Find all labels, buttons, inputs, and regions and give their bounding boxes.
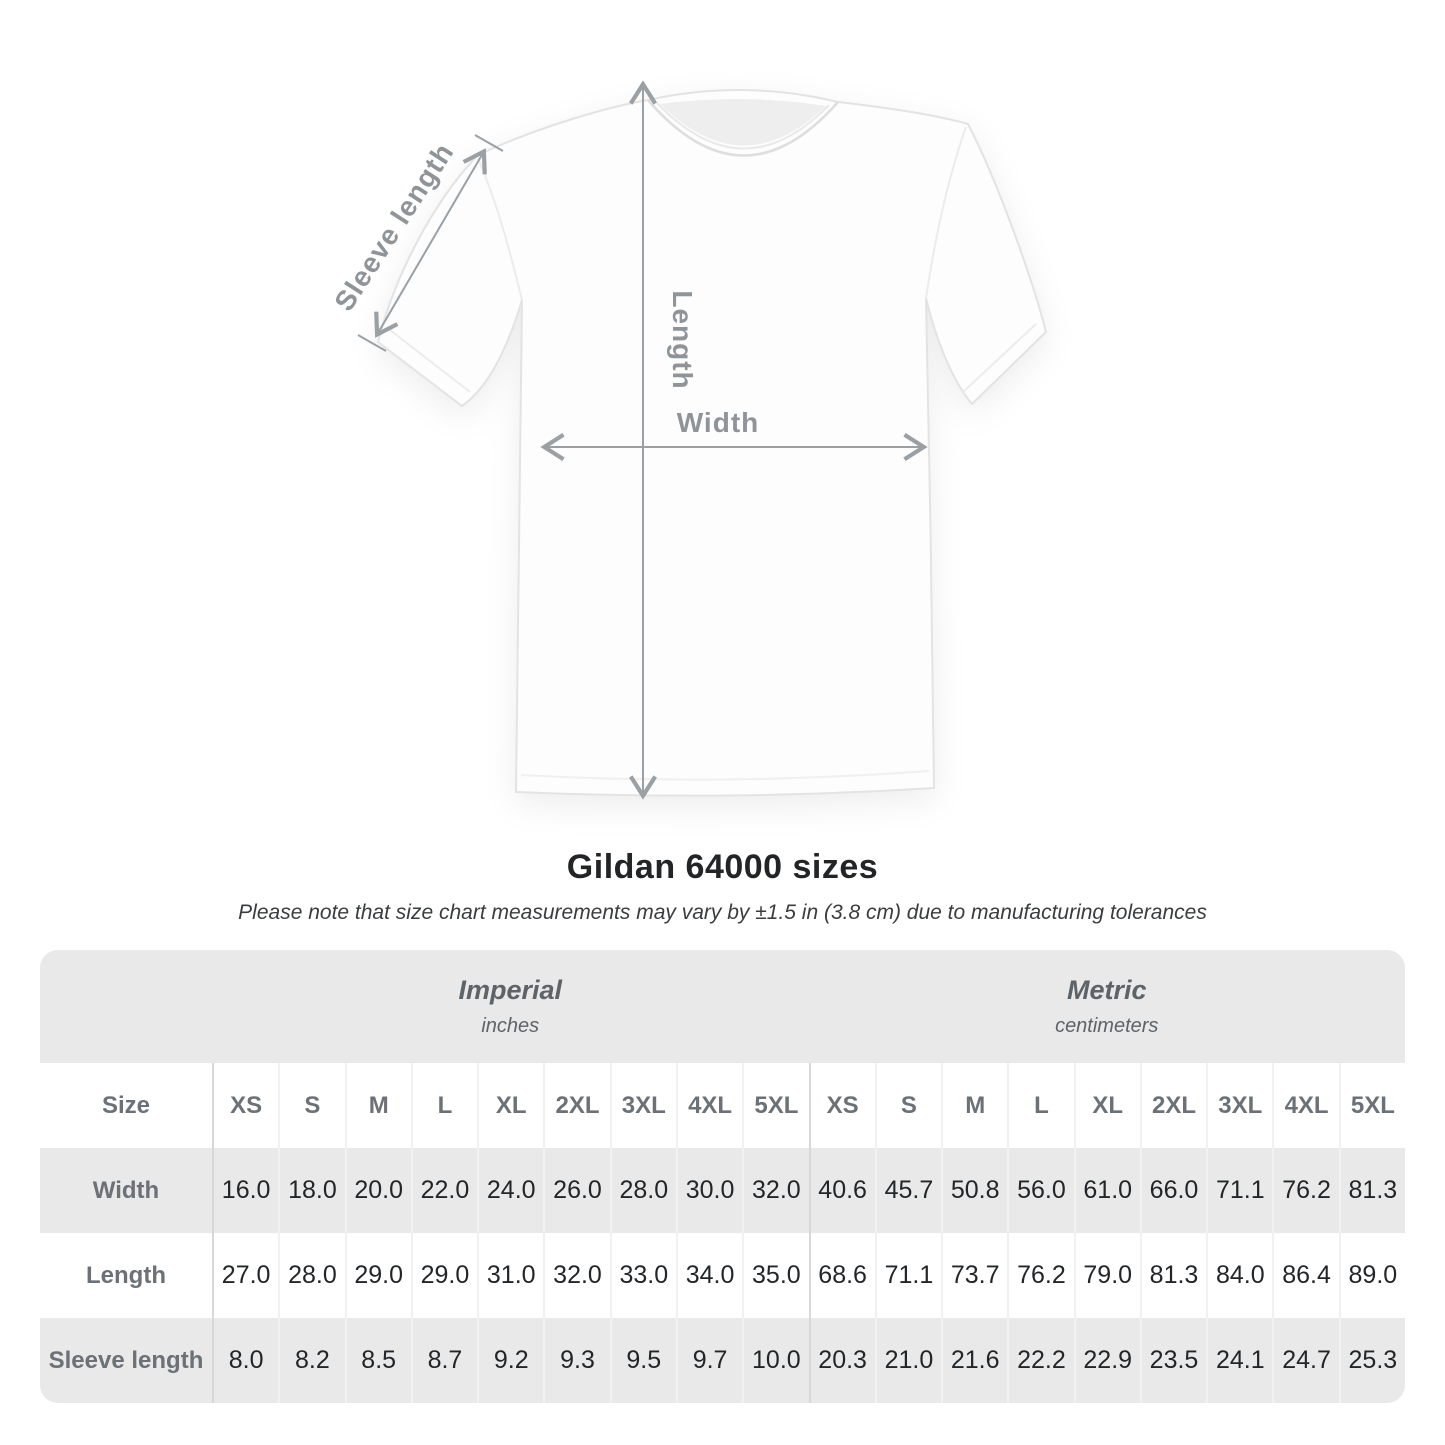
size-header-cell: L — [410, 1063, 477, 1148]
data-cell: 16.0 — [212, 1148, 278, 1233]
data-cell: 22.9 — [1073, 1318, 1140, 1403]
size-header-cell: S — [278, 1063, 344, 1148]
data-cell: 24.0 — [477, 1148, 543, 1233]
data-cell: 30.0 — [675, 1148, 742, 1233]
data-cell: 26.0 — [543, 1148, 609, 1233]
data-cell: 8.2 — [278, 1318, 344, 1403]
data-cell: 21.6 — [941, 1318, 1007, 1403]
data-cell: 40.6 — [808, 1148, 875, 1233]
data-cell: 9.7 — [675, 1318, 742, 1403]
size-header-cell: 4XL — [675, 1063, 742, 1148]
data-cell: 22.0 — [410, 1148, 477, 1233]
imperial-group-header: Imperial inches — [212, 950, 809, 1063]
data-cell: 73.7 — [941, 1233, 1007, 1318]
data-cell: 45.7 — [874, 1148, 941, 1233]
data-cell: 71.1 — [1206, 1148, 1272, 1233]
data-cell: 22.2 — [1007, 1318, 1073, 1403]
size-header-cell: XS — [808, 1063, 875, 1148]
size-table: Imperial inches Metric centimeters Size … — [40, 950, 1405, 1403]
size-header-cell: XS — [212, 1063, 278, 1148]
size-header-cell: 3XL — [1206, 1063, 1272, 1148]
table-row-sleeve-length: Sleeve length 8.0 8.2 8.5 8.7 9.2 9.3 9.… — [40, 1318, 1405, 1403]
sleeve-length-arrow — [357, 134, 504, 352]
table-row-length: Length 27.0 28.0 29.0 29.0 31.0 32.0 33.… — [40, 1233, 1405, 1318]
metric-name: Metric — [1066, 975, 1147, 1005]
data-cell: 29.0 — [410, 1233, 477, 1318]
data-cell: 24.7 — [1272, 1318, 1338, 1403]
metric-group-header: Metric centimeters — [809, 950, 1406, 1063]
data-cell: 28.0 — [609, 1148, 676, 1233]
tshirt-image — [376, 89, 1048, 797]
size-header-cell: 5XL — [742, 1063, 808, 1148]
data-cell: 24.1 — [1206, 1318, 1272, 1403]
data-cell: 27.0 — [212, 1233, 278, 1318]
data-cell: 23.5 — [1139, 1318, 1206, 1403]
tolerance-note: Please note that size chart measurements… — [238, 901, 1207, 924]
data-cell: 84.0 — [1206, 1233, 1272, 1318]
data-cell: 81.3 — [1338, 1148, 1405, 1233]
data-cell: 32.0 — [543, 1233, 609, 1318]
data-cell: 21.0 — [874, 1318, 941, 1403]
data-cell: 71.1 — [874, 1233, 941, 1318]
data-cell: 66.0 — [1139, 1148, 1206, 1233]
data-cell: 29.0 — [344, 1233, 411, 1318]
data-cell: 8.5 — [344, 1318, 411, 1403]
data-cell: 18.0 — [278, 1148, 344, 1233]
width-label: Width — [677, 407, 760, 438]
data-cell: 35.0 — [742, 1233, 808, 1318]
data-cell: 76.2 — [1272, 1148, 1338, 1233]
length-label: Length — [667, 290, 698, 389]
data-cell: 28.0 — [278, 1233, 344, 1318]
size-header-cell: L — [1007, 1063, 1073, 1148]
data-cell: 10.0 — [742, 1318, 808, 1403]
metric-unit: centimeters — [1055, 1015, 1159, 1037]
data-cell: 8.7 — [410, 1318, 477, 1403]
data-cell: 32.0 — [742, 1148, 808, 1233]
data-cell: 20.0 — [344, 1148, 411, 1233]
size-header-cell: 4XL — [1272, 1063, 1338, 1148]
data-cell: 25.3 — [1338, 1318, 1405, 1403]
data-cell: 76.2 — [1007, 1233, 1073, 1318]
table-row-width: Width 16.0 18.0 20.0 22.0 24.0 26.0 28.0… — [40, 1148, 1405, 1233]
row-label: Length — [86, 1261, 166, 1289]
data-cell: 34.0 — [675, 1233, 742, 1318]
size-header-cell: XL — [477, 1063, 543, 1148]
row-label: Width — [92, 1176, 160, 1204]
size-header-cell: 3XL — [609, 1063, 676, 1148]
size-header-row: Size XS S M L XL 2XL 3XL 4XL 5XL XS S M … — [40, 1063, 1405, 1148]
data-cell: 9.3 — [543, 1318, 609, 1403]
data-cell: 89.0 — [1338, 1233, 1405, 1318]
data-cell: 81.3 — [1139, 1233, 1206, 1318]
imperial-name: Imperial — [458, 975, 563, 1005]
data-cell: 9.2 — [477, 1318, 543, 1403]
data-cell: 9.5 — [609, 1318, 676, 1403]
data-cell: 20.3 — [808, 1318, 875, 1403]
page-title: Gildan 64000 sizes — [566, 848, 879, 886]
tshirt-diagram: Length Width Sleeve length — [328, 0, 1048, 845]
data-cell: 31.0 — [477, 1233, 543, 1318]
data-cell: 50.8 — [941, 1148, 1007, 1233]
data-cell: 79.0 — [1073, 1233, 1140, 1318]
size-header-cell: 2XL — [543, 1063, 609, 1148]
size-header-cell: 2XL — [1139, 1063, 1206, 1148]
size-corner-label: Size — [101, 1091, 151, 1119]
data-cell: 61.0 — [1073, 1148, 1140, 1233]
size-header-cell: XL — [1073, 1063, 1140, 1148]
size-header-cell: M — [344, 1063, 411, 1148]
data-cell: 68.6 — [808, 1233, 875, 1318]
size-header-cell: 5XL — [1338, 1063, 1405, 1148]
size-header-cell: M — [941, 1063, 1007, 1148]
units-band: Imperial inches Metric centimeters — [40, 950, 1405, 1063]
data-cell: 8.0 — [212, 1318, 278, 1403]
imperial-unit: inches — [481, 1015, 540, 1037]
data-cell: 33.0 — [609, 1233, 676, 1318]
size-header-cell: S — [874, 1063, 941, 1148]
row-label: Sleeve length — [48, 1346, 204, 1374]
data-cell: 86.4 — [1272, 1233, 1338, 1318]
data-cell: 56.0 — [1007, 1148, 1073, 1233]
